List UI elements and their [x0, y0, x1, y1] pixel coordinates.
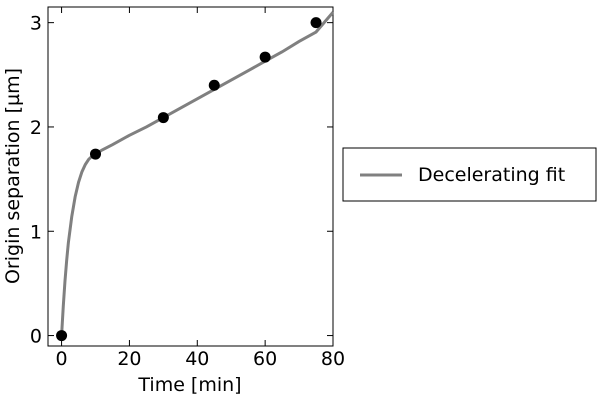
- y-tick-label: 0: [30, 326, 42, 348]
- y-tick-label: 2: [30, 117, 42, 139]
- data-point: [259, 51, 271, 63]
- x-axis-label: Time [min]: [137, 374, 241, 396]
- data-point: [310, 17, 322, 29]
- legend: Decelerating fit: [342, 147, 597, 202]
- x-tick-label: 20: [117, 348, 141, 370]
- data-point: [208, 79, 220, 91]
- series-line-decelerating-fit: [60, 11, 335, 336]
- x-tick-label: 0: [56, 348, 68, 370]
- data-point: [90, 148, 101, 160]
- fit-lines: [60, 11, 335, 336]
- x-tick-label: 60: [253, 348, 277, 370]
- data-point: [56, 330, 68, 342]
- ticks: 0 20 40 60 80 0 1 2 3: [30, 7, 345, 370]
- y-tick-label: 3: [30, 13, 42, 35]
- x-tick-label: 40: [185, 348, 209, 370]
- y-tick-label: 1: [30, 221, 42, 243]
- x-tick-label: 80: [321, 348, 345, 370]
- data-points: [56, 17, 322, 342]
- plot-area: [47, 6, 334, 347]
- data-point: [157, 112, 169, 124]
- legend-label-decelerating-fit: Decelerating fit: [418, 164, 565, 186]
- y-axis-label: Origin separation [µm]: [2, 68, 24, 284]
